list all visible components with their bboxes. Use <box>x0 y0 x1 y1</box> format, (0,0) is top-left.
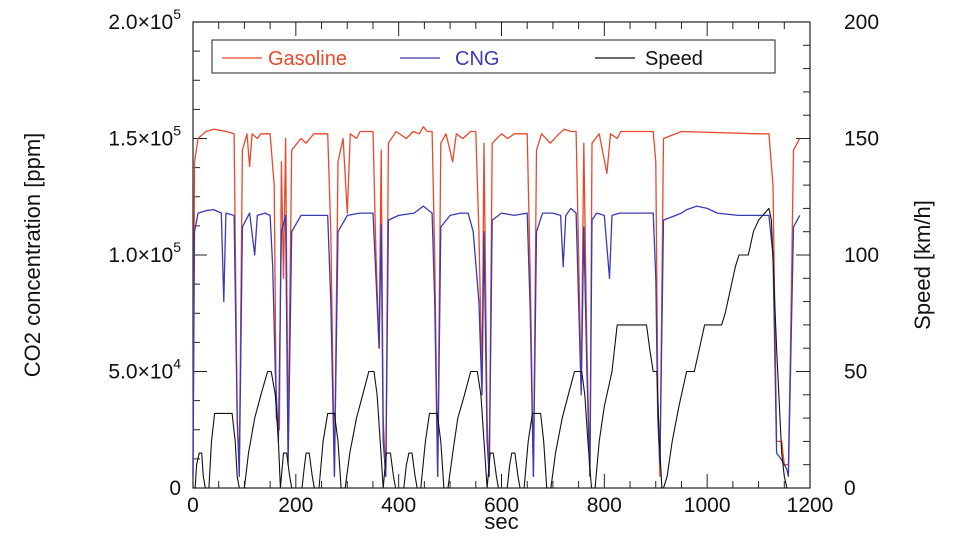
y2-tick-label: 50 <box>844 361 867 384</box>
x-tick-label: 1000 <box>684 494 731 517</box>
y-tick-mantissa: 5.0×10 <box>108 361 173 384</box>
y-tick-exponent: 5 <box>173 123 181 139</box>
legend-label-gasoline: Gasoline <box>268 48 347 70</box>
x-axis-label: sec <box>484 509 518 534</box>
y2-tick-label: 200 <box>844 11 879 34</box>
x-tick-label: 800 <box>587 494 622 517</box>
y-tick-exponent: 5 <box>173 239 181 255</box>
x-tick-label: 200 <box>278 494 313 517</box>
legend-box <box>211 39 776 74</box>
x-tick-label: 0 <box>187 494 199 517</box>
y-tick-label: 2.0×105 <box>108 6 181 34</box>
y-tick-mantissa: 1.0×10 <box>108 244 173 267</box>
y-tick-mantissa: 1.5×10 <box>108 128 173 151</box>
y-tick-mantissa: 2.0×10 <box>108 11 173 34</box>
y-tick-label: 1.0×105 <box>108 239 181 267</box>
legend: Gasoline CNG Speed <box>211 39 776 74</box>
axes: 0 200 400 600 800 1000 120005.0×1041.0×1051.5×… <box>108 6 879 517</box>
axis-labels: sec CO2 concentration [ppm] Speed [km/h] <box>20 133 935 534</box>
y-tick-exponent: 4 <box>173 356 181 372</box>
x-tick-label: 600 <box>484 494 519 517</box>
y2-axis-label: Speed [km/h] <box>910 200 935 330</box>
y2-tick-label: 100 <box>844 244 879 267</box>
x-tick-label: 1200 <box>787 494 834 517</box>
series-line-speed <box>193 207 788 489</box>
y-tick-label: 0 <box>169 477 181 500</box>
y2-tick-label: 0 <box>844 477 856 500</box>
y2-tick-label: 150 <box>844 128 879 151</box>
y-axis-label: CO2 concentration [ppm] <box>20 133 45 378</box>
x-tick-label: 400 <box>381 494 416 517</box>
legend-label-cng: CNG <box>455 48 499 70</box>
y-tick-exponent: 5 <box>173 6 181 22</box>
series-line-gasoline <box>192 126 801 478</box>
legend-label-speed: Speed <box>645 48 703 70</box>
y-tick-label: 5.0×104 <box>108 356 181 384</box>
series-lines <box>192 126 801 489</box>
y-tick-mantissa: 0 <box>169 477 181 500</box>
y-tick-label: 1.5×105 <box>108 123 181 151</box>
